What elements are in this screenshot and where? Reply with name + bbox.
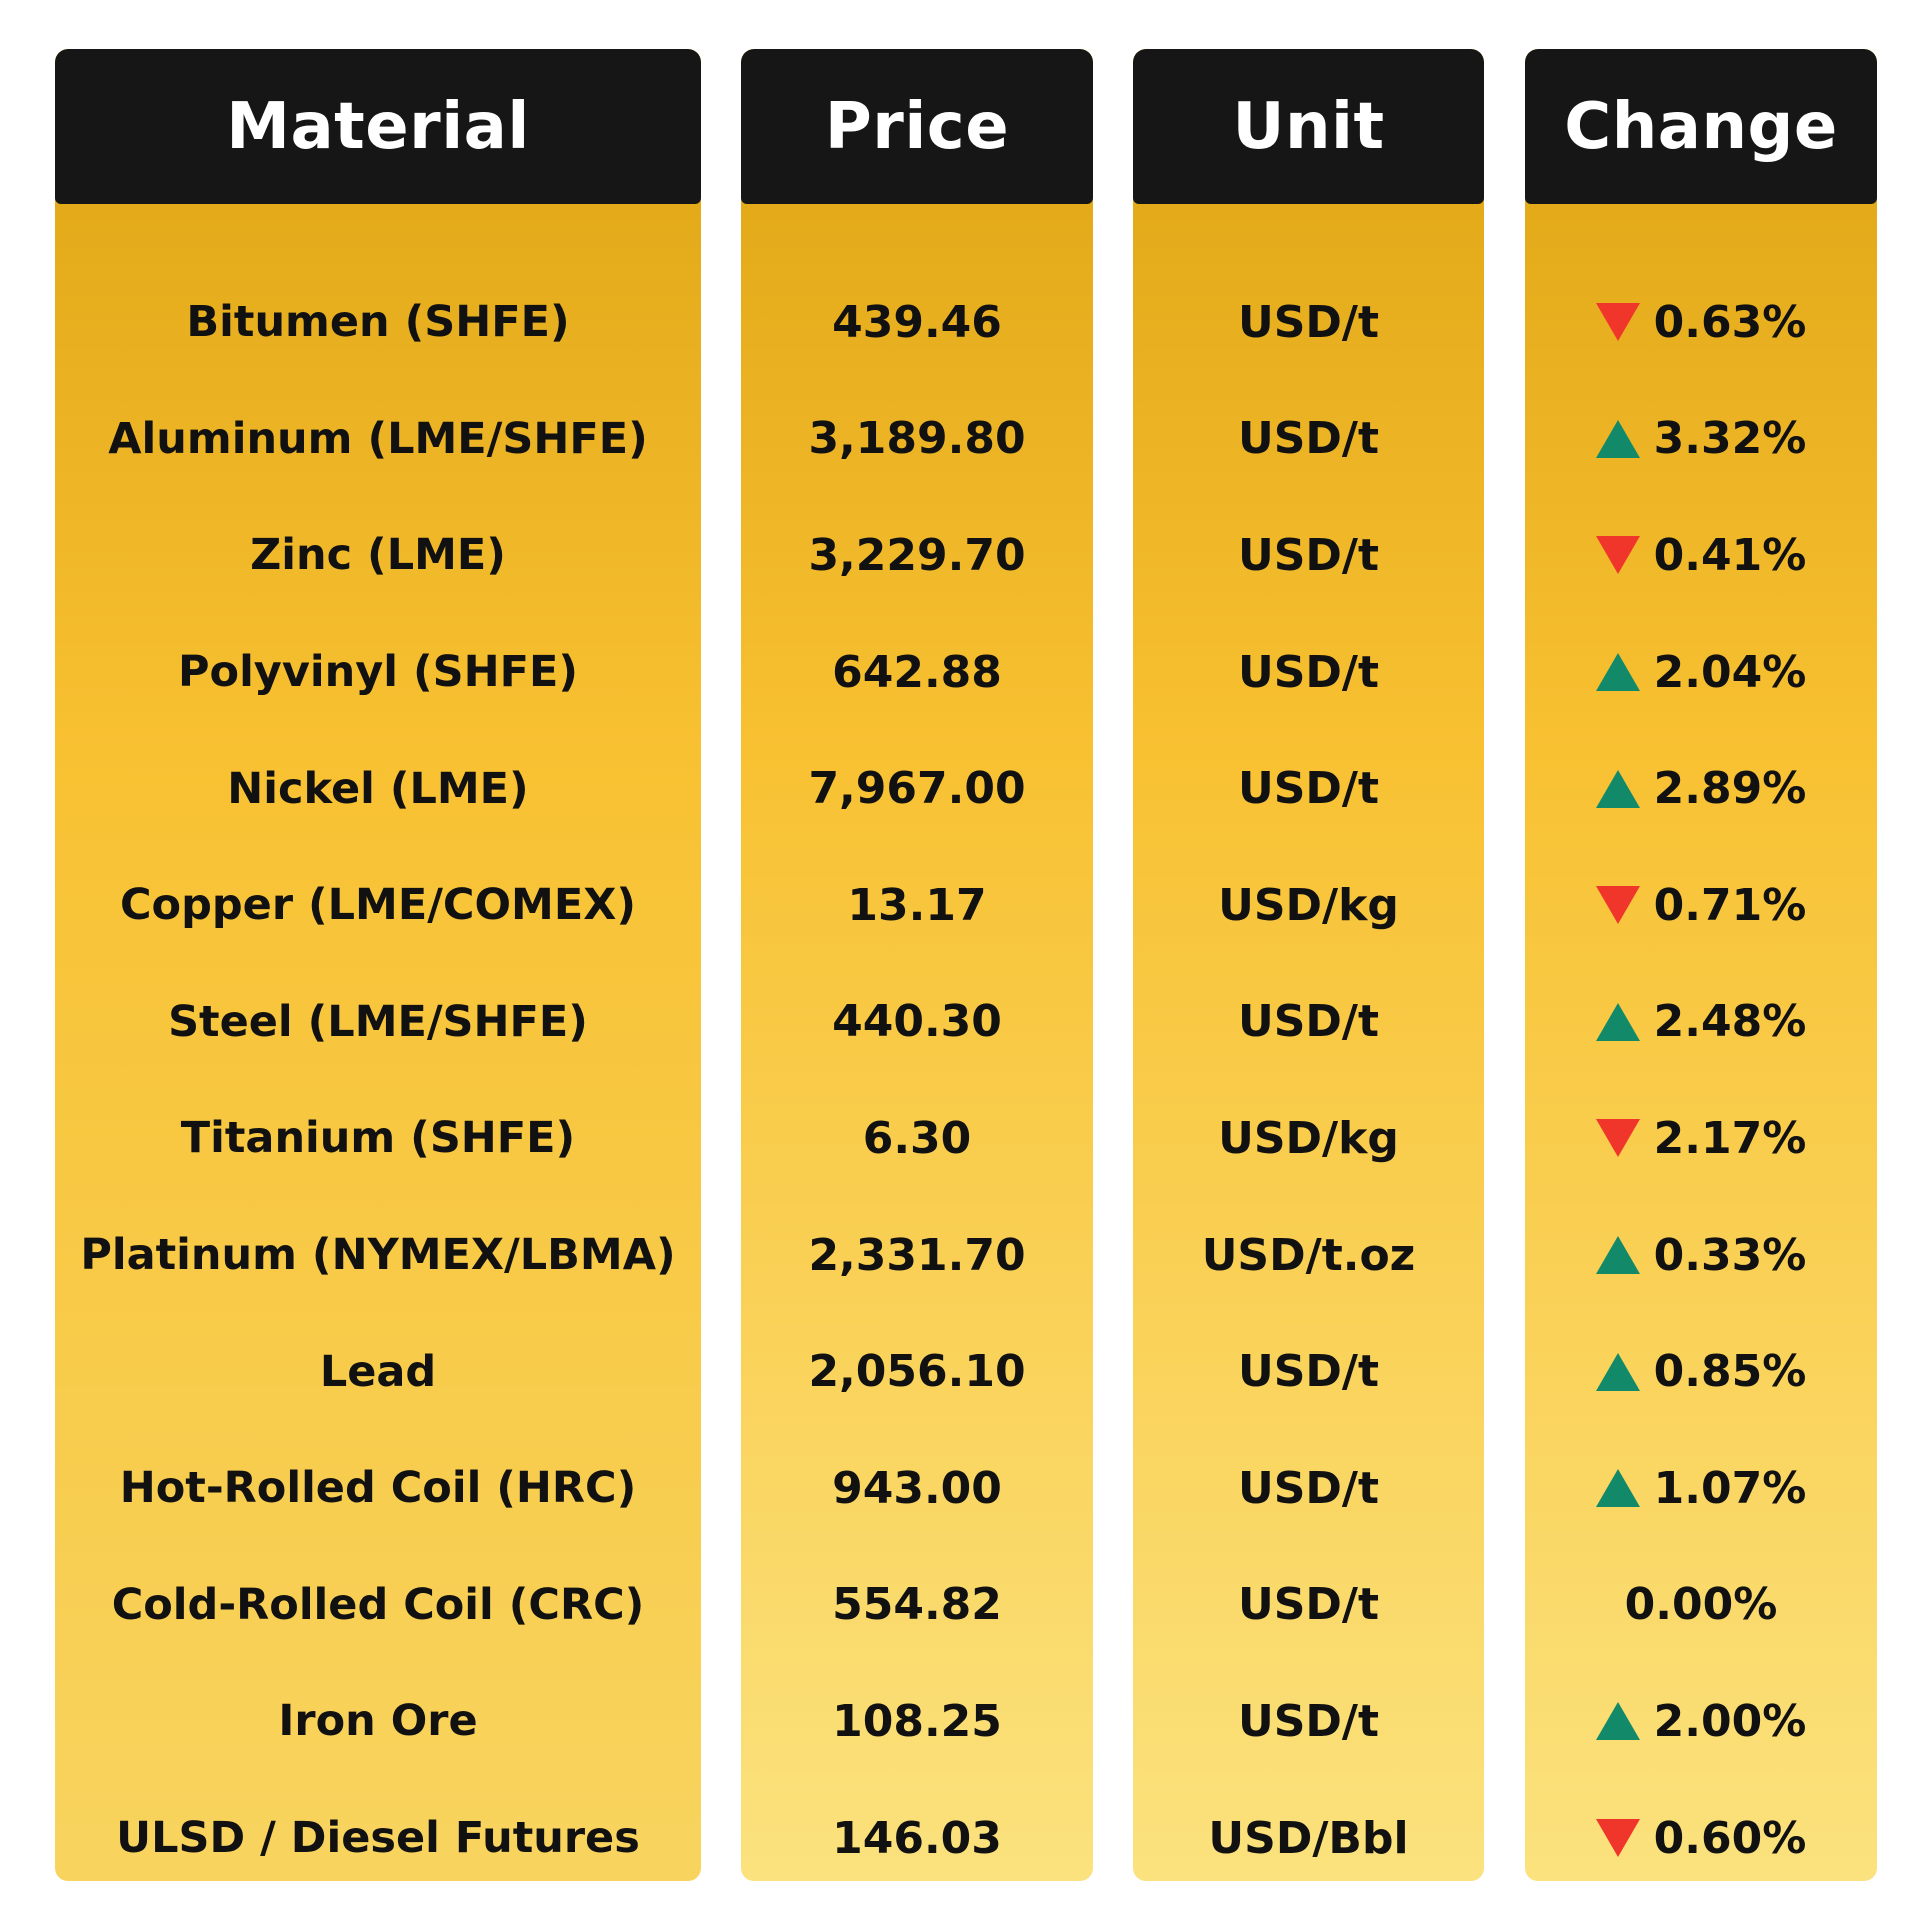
change-cell: 0.00% bbox=[1525, 1547, 1877, 1664]
unit-cell: USD/t bbox=[1237, 763, 1380, 815]
change-value: 0.71% bbox=[1653, 879, 1807, 931]
price-cell: 440.30 bbox=[832, 996, 1002, 1048]
unit-cell: USD/kg bbox=[1218, 1112, 1399, 1164]
material-cell: Titanium (SHFE) bbox=[180, 1113, 576, 1164]
change-cell: 2.04% bbox=[1525, 614, 1877, 731]
change-value: 0.85% bbox=[1653, 1346, 1807, 1398]
down-triangle-icon bbox=[1595, 1119, 1640, 1158]
change-value: 0.63% bbox=[1653, 296, 1807, 348]
price-cells: 439.46 3,189.80 3,229.70 642.88 7,967.00 13.1… bbox=[741, 204, 1093, 1881]
up-triangle-icon bbox=[1595, 1002, 1640, 1041]
unit-cell: USD/t bbox=[1237, 529, 1380, 581]
unit-cell: USD/t bbox=[1237, 996, 1380, 1048]
change-cell: 2.17% bbox=[1525, 1080, 1877, 1197]
price-cell: 943.00 bbox=[832, 1462, 1002, 1514]
up-triangle-icon bbox=[1595, 1702, 1640, 1741]
change-cell: 0.60% bbox=[1525, 1780, 1877, 1881]
change-cell: 1.07% bbox=[1525, 1430, 1877, 1547]
change-cell: 0.63% bbox=[1525, 264, 1877, 381]
material-cell: Zinc (LME) bbox=[250, 530, 506, 581]
unit-cell: USD/t.oz bbox=[1201, 1229, 1416, 1281]
change-header: Change bbox=[1525, 49, 1877, 204]
material-cell: Bitumen (SHFE) bbox=[186, 297, 570, 348]
up-triangle-icon bbox=[1595, 1352, 1640, 1391]
price-cell: 7,967.00 bbox=[808, 763, 1026, 815]
change-cell: 2.00% bbox=[1525, 1663, 1877, 1780]
change-value: 3.32% bbox=[1653, 413, 1807, 465]
change-value: 0.33% bbox=[1653, 1229, 1807, 1281]
price-cell: 108.25 bbox=[832, 1695, 1002, 1747]
price-cell: 2,056.10 bbox=[808, 1346, 1026, 1398]
price-cell: 2,331.70 bbox=[808, 1229, 1026, 1281]
change-value: 2.17% bbox=[1653, 1112, 1807, 1164]
price-cell: 13.17 bbox=[847, 879, 987, 931]
change-cell: 0.41% bbox=[1525, 497, 1877, 614]
material-cell: Cold-Rolled Coil (CRC) bbox=[111, 1579, 645, 1630]
down-triangle-icon bbox=[1595, 303, 1640, 342]
change-cell: 0.71% bbox=[1525, 847, 1877, 964]
material-cell: Platinum (NYMEX/LBMA) bbox=[80, 1230, 676, 1281]
change-value: 2.04% bbox=[1653, 646, 1807, 698]
change-cell: 3.32% bbox=[1525, 381, 1877, 498]
price-column: Price 439.46 3,189.80 3,229.70 642.88 7,967.… bbox=[741, 49, 1093, 1881]
change-cells: 0.63% 3.32% 0.41% 2.04% 2.89% 0.71% 2.48% 2.17%… bbox=[1525, 204, 1877, 1881]
change-cell: 2.48% bbox=[1525, 964, 1877, 1081]
material-cells: Bitumen (SHFE) Aluminum (LME/SHFE) Zinc (L… bbox=[55, 204, 701, 1881]
material-cell: Steel (LME/SHFE) bbox=[168, 996, 588, 1047]
price-cell: 6.30 bbox=[862, 1112, 972, 1164]
unit-cell: USD/t bbox=[1237, 1346, 1380, 1398]
price-cell: 554.82 bbox=[832, 1579, 1002, 1631]
unit-cell: USD/t bbox=[1237, 296, 1380, 348]
up-triangle-icon bbox=[1595, 1236, 1640, 1275]
change-value: 2.89% bbox=[1653, 763, 1807, 815]
material-cell: Iron Ore bbox=[278, 1696, 478, 1747]
down-triangle-icon bbox=[1595, 536, 1640, 575]
unit-header: Unit bbox=[1133, 49, 1484, 204]
change-value: 0.60% bbox=[1653, 1812, 1807, 1864]
material-cell: ULSD / Diesel Futures bbox=[116, 1813, 640, 1864]
price-cell: 642.88 bbox=[832, 646, 1002, 698]
up-triangle-icon bbox=[1595, 653, 1640, 692]
unit-cell: USD/Bbl bbox=[1208, 1812, 1409, 1864]
unit-cell: USD/kg bbox=[1218, 879, 1399, 931]
change-cell: 0.85% bbox=[1525, 1313, 1877, 1430]
unit-cell: USD/t bbox=[1237, 646, 1380, 698]
up-triangle-icon bbox=[1595, 419, 1640, 458]
change-value: 0.00% bbox=[1624, 1579, 1778, 1631]
change-column: Change 0.63% 3.32% 0.41% 2.04% 2.89% 0.71% 2.4… bbox=[1525, 49, 1877, 1881]
unit-cell: USD/t bbox=[1237, 1695, 1380, 1747]
price-header: Price bbox=[741, 49, 1093, 204]
up-triangle-icon bbox=[1595, 1469, 1640, 1508]
change-value: 1.07% bbox=[1653, 1462, 1807, 1514]
unit-cell: USD/t bbox=[1237, 1579, 1380, 1631]
unit-cell: USD/t bbox=[1237, 1462, 1380, 1514]
material-cell: Copper (LME/COMEX) bbox=[120, 880, 636, 931]
change-value: 2.00% bbox=[1653, 1695, 1807, 1747]
unit-column: Unit USD/t USD/t USD/t USD/t USD/t USD/kg USD/… bbox=[1133, 49, 1484, 1881]
change-cell: 0.33% bbox=[1525, 1197, 1877, 1314]
unit-cell: USD/t bbox=[1237, 413, 1380, 465]
material-cell: Hot-Rolled Coil (HRC) bbox=[119, 1463, 637, 1514]
material-header: Material bbox=[55, 49, 701, 204]
price-cell: 3,189.80 bbox=[808, 413, 1026, 465]
up-triangle-icon bbox=[1595, 769, 1640, 808]
material-cell: Polyvinyl (SHFE) bbox=[178, 647, 578, 698]
change-cell: 2.89% bbox=[1525, 730, 1877, 847]
price-cell: 439.46 bbox=[832, 296, 1002, 348]
material-cell: Lead bbox=[319, 1346, 437, 1397]
price-cell: 3,229.70 bbox=[808, 529, 1026, 581]
material-column: Material Bitumen (SHFE) Aluminum (LME/SHF… bbox=[55, 49, 701, 1881]
change-value: 2.48% bbox=[1653, 996, 1807, 1048]
unit-cells: USD/t USD/t USD/t USD/t USD/t USD/kg USD/t USD/… bbox=[1133, 204, 1484, 1881]
change-value: 0.41% bbox=[1653, 529, 1807, 581]
material-cell: Aluminum (LME/SHFE) bbox=[108, 413, 648, 464]
down-triangle-icon bbox=[1595, 886, 1640, 925]
down-triangle-icon bbox=[1595, 1819, 1640, 1858]
material-cell: Nickel (LME) bbox=[227, 763, 529, 814]
price-cell: 146.03 bbox=[832, 1812, 1002, 1864]
